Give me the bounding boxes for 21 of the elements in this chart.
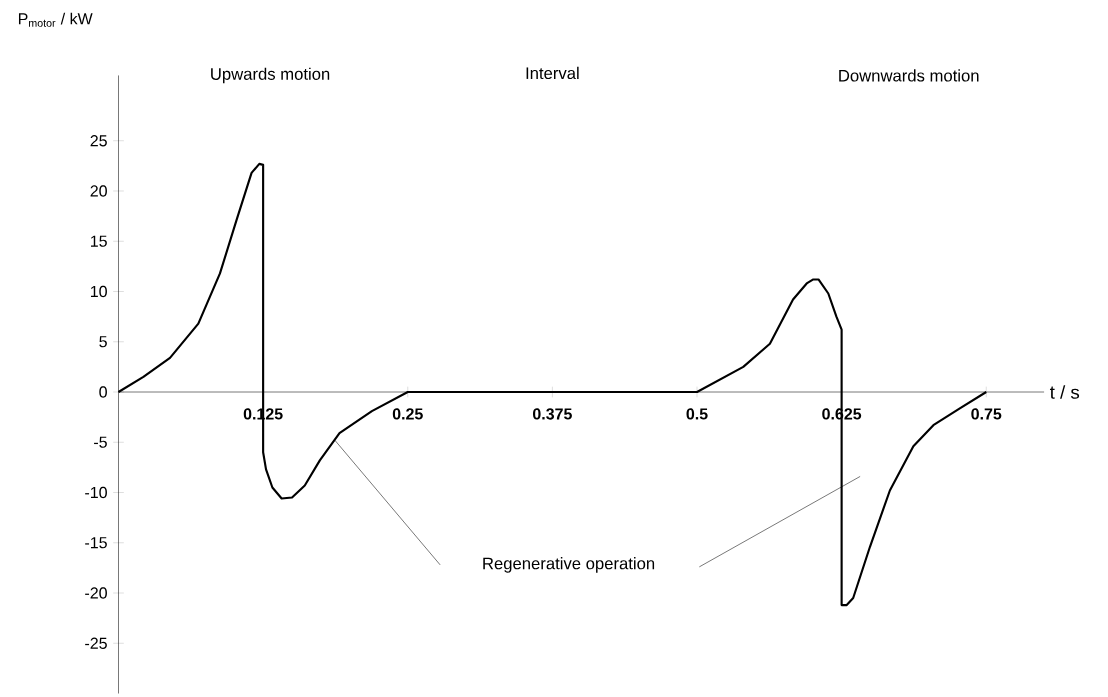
x-axis-title: t / s	[1049, 385, 1080, 399]
y-tick-label: 15	[90, 235, 107, 247]
annotation: Downwards motion	[839, 69, 979, 82]
y-tick-label: 5	[99, 336, 107, 348]
y-tick-label: 20	[90, 185, 107, 197]
y-tick-label: -25	[85, 637, 107, 649]
y-tick-label: -10	[85, 486, 107, 499]
y-tick-label: -20	[85, 587, 107, 599]
y-tick-label: -5	[94, 436, 107, 448]
y-tick-label: 10	[90, 285, 107, 298]
y-tick-label: -15	[85, 537, 107, 549]
y-tick-label: 0	[99, 386, 107, 398]
annotation: Interval	[526, 66, 579, 80]
x-tick-label: 0.75	[971, 408, 1002, 420]
annotation: Upwards motion	[211, 67, 330, 84]
x-tick-label: 0.375	[532, 408, 572, 420]
y-tick-label: 25	[90, 135, 107, 147]
y-axis-title: P$_{motor}$ / kW	[18, 12, 93, 27]
x-tick-label: 0.5	[686, 408, 708, 420]
annotation: Regenerative operation	[483, 557, 655, 573]
x-tick-label: 0.25	[392, 408, 423, 420]
